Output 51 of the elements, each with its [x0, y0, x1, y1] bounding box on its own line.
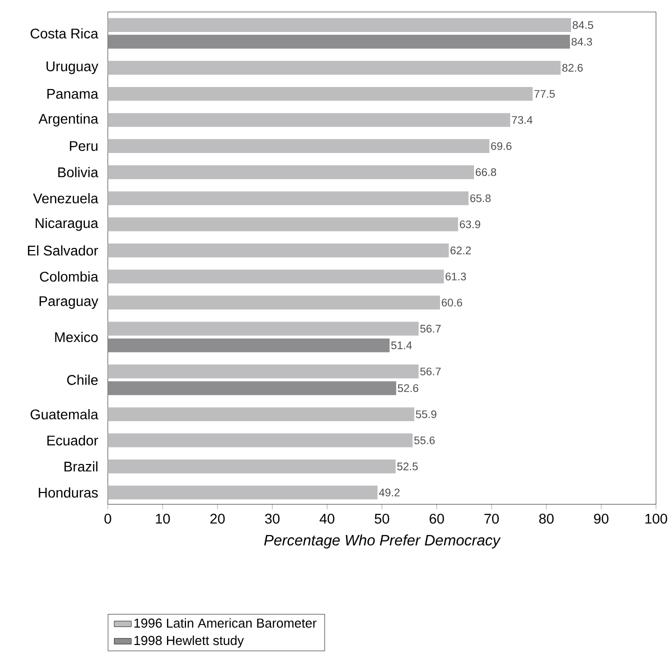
y-tick-label: Guatemala [30, 409, 98, 420]
x-tick-label: 0 [104, 514, 112, 524]
y-tick-label: Nicaragua [36, 218, 98, 231]
y-tick-label: Venezuela [33, 193, 98, 204]
y-tick-label: Costa Rica [30, 28, 98, 39]
data-label: 62.2 [450, 246, 471, 254]
data-label: 52.5 [397, 462, 418, 470]
data-label: 73.4 [512, 116, 532, 124]
x-tick-label: 10 [156, 514, 170, 524]
y-tick-label: El Salvador [28, 245, 98, 256]
legend-label: 1996 Latin American Barometer [134, 618, 316, 628]
x-tick-label: 20 [210, 514, 225, 524]
y-tick-label: Chile [67, 374, 98, 385]
y-tick-label: Honduras [38, 487, 98, 498]
data-label: 49.2 [378, 488, 400, 496]
data-label: 84.5 [572, 21, 594, 29]
x-tick-label: 90 [594, 514, 608, 524]
y-tick-label: Peru [70, 141, 98, 151]
data-label: 61.3 [446, 272, 466, 280]
x-tick-label: 40 [320, 514, 334, 524]
y-tick-label: Brazil [64, 461, 98, 472]
data-label: 63.9 [460, 220, 480, 228]
x-tick-label: 50 [374, 514, 390, 524]
x-tick-label: 60 [430, 514, 444, 524]
data-label: 69.6 [491, 142, 512, 150]
data-label: 51.4 [391, 342, 412, 350]
y-tick-label: Ecuador [47, 435, 98, 446]
data-label: 55.6 [414, 436, 435, 444]
data-label: 84.3 [572, 38, 592, 46]
data-label: 77.5 [534, 90, 555, 98]
y-tick-label: Bolivia [58, 167, 98, 178]
x-tick-label: 30 [265, 514, 280, 524]
data-label: 56.7 [420, 324, 441, 333]
data-label: 60.6 [442, 298, 462, 306]
data-label: 55.9 [416, 410, 436, 418]
data-label: 82.6 [562, 64, 583, 72]
x-tick-label: 80 [539, 514, 554, 524]
x-tick-label: 100 [645, 514, 668, 524]
y-tick-label: Argentina [38, 113, 98, 126]
y-tick-label: Panama [47, 89, 98, 99]
y-tick-label: Mexico [55, 332, 98, 342]
data-label: 66.8 [476, 168, 496, 176]
data-label: 56.7 [420, 368, 441, 376]
data-label: 65.8 [470, 194, 491, 202]
y-tick-label: Paraguay [40, 296, 98, 309]
y-tick-label: Colombia [40, 271, 98, 282]
x-axis-title: Percentage Who Prefer Democracy [264, 534, 501, 548]
legend-label: 1998 Hewlett study [134, 636, 244, 648]
x-tick-label: 70 [484, 514, 499, 524]
y-tick-label: Uruguay [46, 62, 98, 74]
data-label: 52.6 [398, 384, 418, 392]
